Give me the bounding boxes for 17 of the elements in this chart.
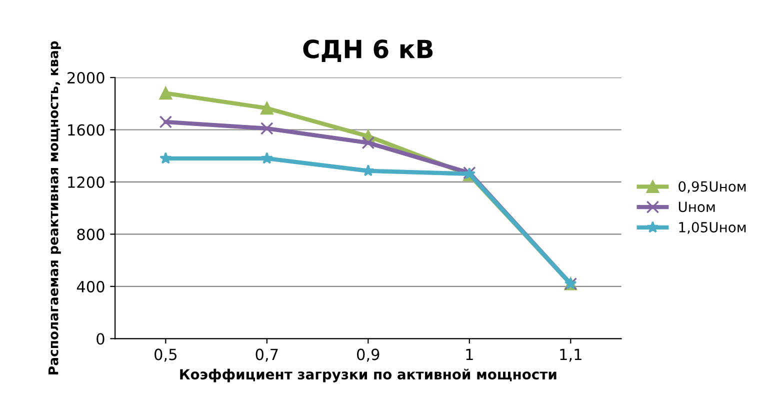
y-tick-label: 2000 xyxy=(68,72,104,84)
x-tick-label: 0,7 xyxy=(256,348,278,362)
x-tick-label: 0,5 xyxy=(154,348,176,362)
y-tick-label: 0 xyxy=(96,333,104,345)
x-tick-label: 1,1 xyxy=(560,348,582,362)
legend-label: 1,05Uном xyxy=(679,222,746,234)
y-tick-label: 1600 xyxy=(68,124,104,136)
x-tick-label: 0,9 xyxy=(357,348,380,362)
legend-label: 0,95Uном xyxy=(678,181,746,194)
chart-title: СДН 6 кВ xyxy=(303,40,433,62)
y-tick-label: 1200 xyxy=(68,176,104,188)
y-tick-label: 800 xyxy=(77,228,104,240)
y-axis-title: Располагаемая реактивная мощность, квар xyxy=(48,41,61,374)
y-tick-label: 400 xyxy=(76,280,104,292)
legend-label: Uном xyxy=(678,202,715,212)
x-tick-label: 1 xyxy=(466,348,473,360)
x-axis-title: Коэффициент загрузки по активной мощности xyxy=(180,368,556,382)
